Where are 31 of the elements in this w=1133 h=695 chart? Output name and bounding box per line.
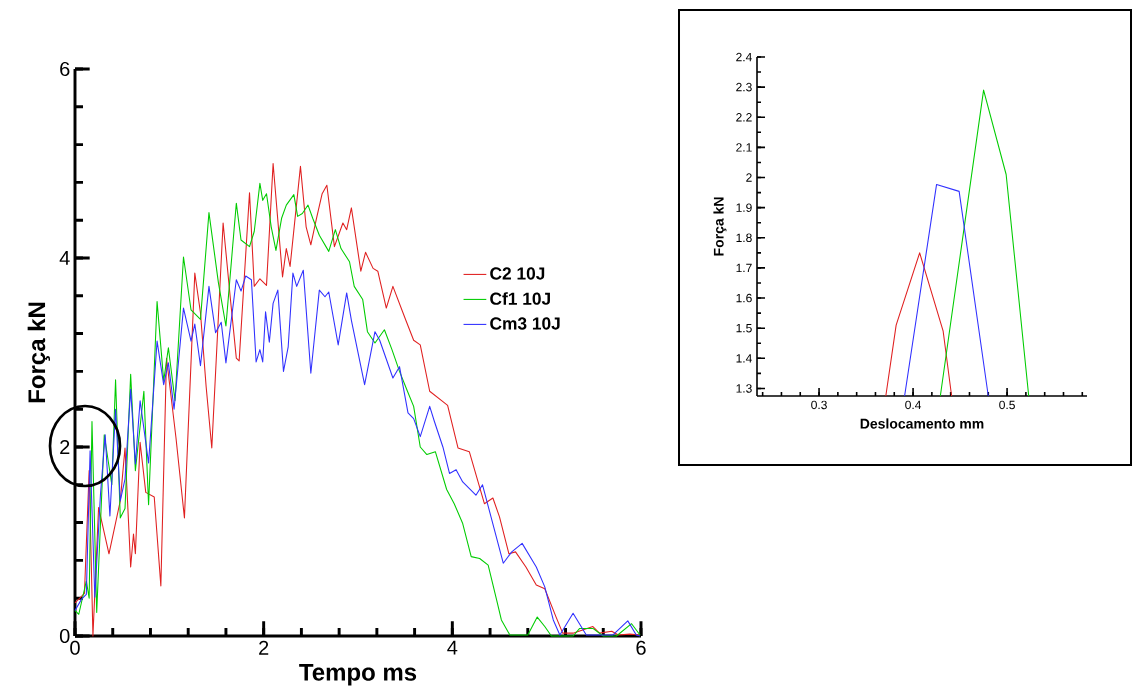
y-tick-label: 1.9 [736,203,752,212]
x-tick-label: 2 [259,640,269,655]
y-tick-label: 2 [746,173,752,182]
y-tick-label: 1.3 [736,384,752,393]
x-tick-label: 6 [636,640,646,655]
y-tick-label: 1.7 [736,263,752,273]
x-tick-label: 0.4 [905,400,922,410]
y-axis-title: Força kN [713,197,727,256]
x-tick-label: 0 [70,640,80,655]
y-tick-label: 0 [59,628,70,644]
y-tick-label: 4 [59,251,70,265]
x-tick-label: 4 [447,640,458,655]
y-tick-label: 1.5 [736,324,752,333]
legend-label: Cm3 10J [490,317,560,330]
y-tick-label: 1.8 [736,233,752,243]
y-tick-label: 2.3 [736,82,752,92]
y-axis-title: Força kN [27,302,51,403]
x-tick-label: 0.5 [999,400,1015,410]
y-tick-label: 2.4 [736,52,752,62]
x-tick-label: 0.3 [811,400,827,410]
legend-label: Cf1 10J [490,292,550,305]
x-axis-title: Deslocamento mm [860,418,984,429]
line-series [885,252,953,397]
y-tick-label: 2.1 [736,143,752,152]
y-tick-label: 1.4 [736,354,752,363]
legend-label: C2 10J [490,267,545,280]
y-tick-label: 1.6 [736,293,752,303]
y-tick-label: 6 [60,61,70,77]
y-tick-label: 2 [60,440,70,454]
y-tick-label: 2.2 [736,113,752,122]
x-axis-title: Tempo ms [299,664,417,686]
